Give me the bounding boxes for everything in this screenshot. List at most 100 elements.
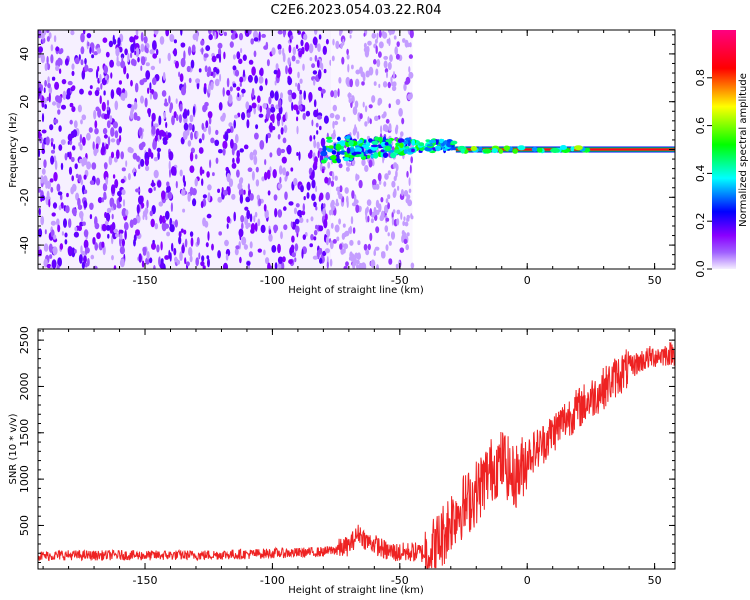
heatmap-cell (158, 256, 161, 266)
heatmap-cell (400, 189, 404, 196)
heatmap-cell (40, 195, 46, 201)
heatmap-cell (115, 47, 120, 57)
heatmap-cell (151, 179, 154, 188)
heatmap-cell (369, 232, 373, 242)
heatmap-cell (109, 59, 114, 68)
heatmap-cell (231, 193, 236, 200)
heatmap-cell (50, 44, 54, 52)
heatmap-cell (302, 112, 306, 121)
heatmap-cell (409, 42, 412, 48)
heatmap-cell (170, 166, 176, 176)
heatmap-cell (167, 52, 171, 62)
heatmap-cell (84, 262, 88, 268)
heatmap-cell (517, 145, 526, 151)
heatmap-cell (311, 63, 316, 69)
colorbar: 0.0 0.2 0.4 0.6 0.8 Normalized spectral ampl… (694, 30, 749, 278)
heatmap-cell (40, 215, 45, 226)
heatmap-cell (249, 241, 253, 249)
colorbar-tick-label: 0.0 (694, 260, 707, 278)
heatmap-cell (217, 196, 223, 203)
heatmap-cell (355, 78, 360, 88)
heatmap-cell (470, 146, 478, 151)
heatmap-cell (93, 51, 98, 56)
heatmap-cell (103, 134, 108, 139)
heatmap-cell (332, 120, 335, 129)
heatmap-cell (234, 69, 240, 77)
heatmap-cell (343, 247, 346, 254)
heatmap-cell (174, 256, 178, 263)
heatmap-cell (285, 65, 288, 75)
heatmap-cell (249, 193, 254, 201)
heatmap-cell (387, 232, 390, 237)
heatmap-cell (104, 66, 108, 73)
heatmap-cell (382, 152, 389, 159)
heatmap-cell (313, 236, 317, 241)
heatmap-cell (73, 231, 79, 238)
heatmap-cell (43, 258, 48, 268)
heatmap-cell (251, 102, 257, 109)
heatmap-cell (343, 231, 347, 238)
heatmap-cell (356, 259, 360, 265)
heatmap-cell (138, 195, 143, 205)
heatmap-cell (264, 171, 268, 181)
heatmap-cell (385, 217, 390, 222)
heatmap-cell (377, 100, 381, 106)
heatmap-cell (211, 55, 217, 63)
heatmap-cell (235, 245, 240, 250)
heatmap-cell (68, 151, 72, 160)
heatmap-cell (144, 207, 149, 215)
heatmap-cell (113, 228, 119, 234)
heatmap-cell (80, 245, 83, 255)
heatmap-cell (326, 228, 331, 238)
heatmap-cell (145, 257, 150, 265)
heatmap-cell (284, 175, 288, 182)
heatmap-cell (246, 209, 251, 220)
heatmap-cell (140, 158, 145, 167)
heatmap-cell (109, 197, 114, 208)
heatmap-cell (383, 60, 388, 69)
heatmap-cell (245, 223, 249, 230)
heatmap-cell (380, 197, 384, 203)
heatmap-cell (81, 114, 87, 121)
heatmap-cell (400, 212, 403, 220)
heatmap-cell (83, 174, 87, 180)
heatmap-cell (372, 184, 378, 190)
heatmap-cell (253, 37, 259, 42)
heatmap-cell (153, 186, 156, 191)
heatmap-cell (351, 202, 357, 207)
x-tick-label: 0 (524, 574, 531, 587)
heatmap-cell (179, 169, 183, 177)
heatmap-cell (52, 246, 58, 256)
heatmap-cell (301, 46, 305, 55)
heatmap-cell (383, 55, 389, 60)
heatmap-cell (79, 88, 84, 95)
heatmap-cell (233, 119, 236, 129)
heatmap-cell (355, 69, 361, 75)
heatmap-cell (313, 229, 318, 236)
heatmap-cell (336, 236, 340, 242)
heatmap-cell (408, 66, 411, 73)
heatmap-cell (253, 215, 256, 223)
heatmap-cell (199, 166, 203, 176)
heatmap-cell (259, 85, 263, 92)
heatmap-cell (251, 171, 255, 181)
heatmap-cell (294, 257, 297, 263)
heatmap-cell (48, 92, 51, 103)
heatmap-cell (138, 127, 143, 137)
heatmap-cell (236, 86, 241, 92)
heatmap-cell (205, 120, 209, 129)
heatmap-cell (190, 147, 195, 154)
heatmap-cell (344, 153, 351, 158)
heatmap-cell (103, 194, 107, 200)
heatmap-cell (332, 239, 337, 244)
heatmap-cell (258, 113, 264, 118)
heatmap-cell (179, 73, 184, 83)
heatmap-cell (58, 205, 62, 211)
heatmap-cell (406, 217, 410, 222)
heatmap-cell (154, 135, 158, 142)
colorbar-tick-label: 0.2 (694, 212, 707, 230)
heatmap-cell (208, 30, 212, 35)
heatmap-cell (238, 32, 244, 41)
heatmap-cell (44, 79, 47, 87)
heatmap-marks (38, 30, 675, 269)
